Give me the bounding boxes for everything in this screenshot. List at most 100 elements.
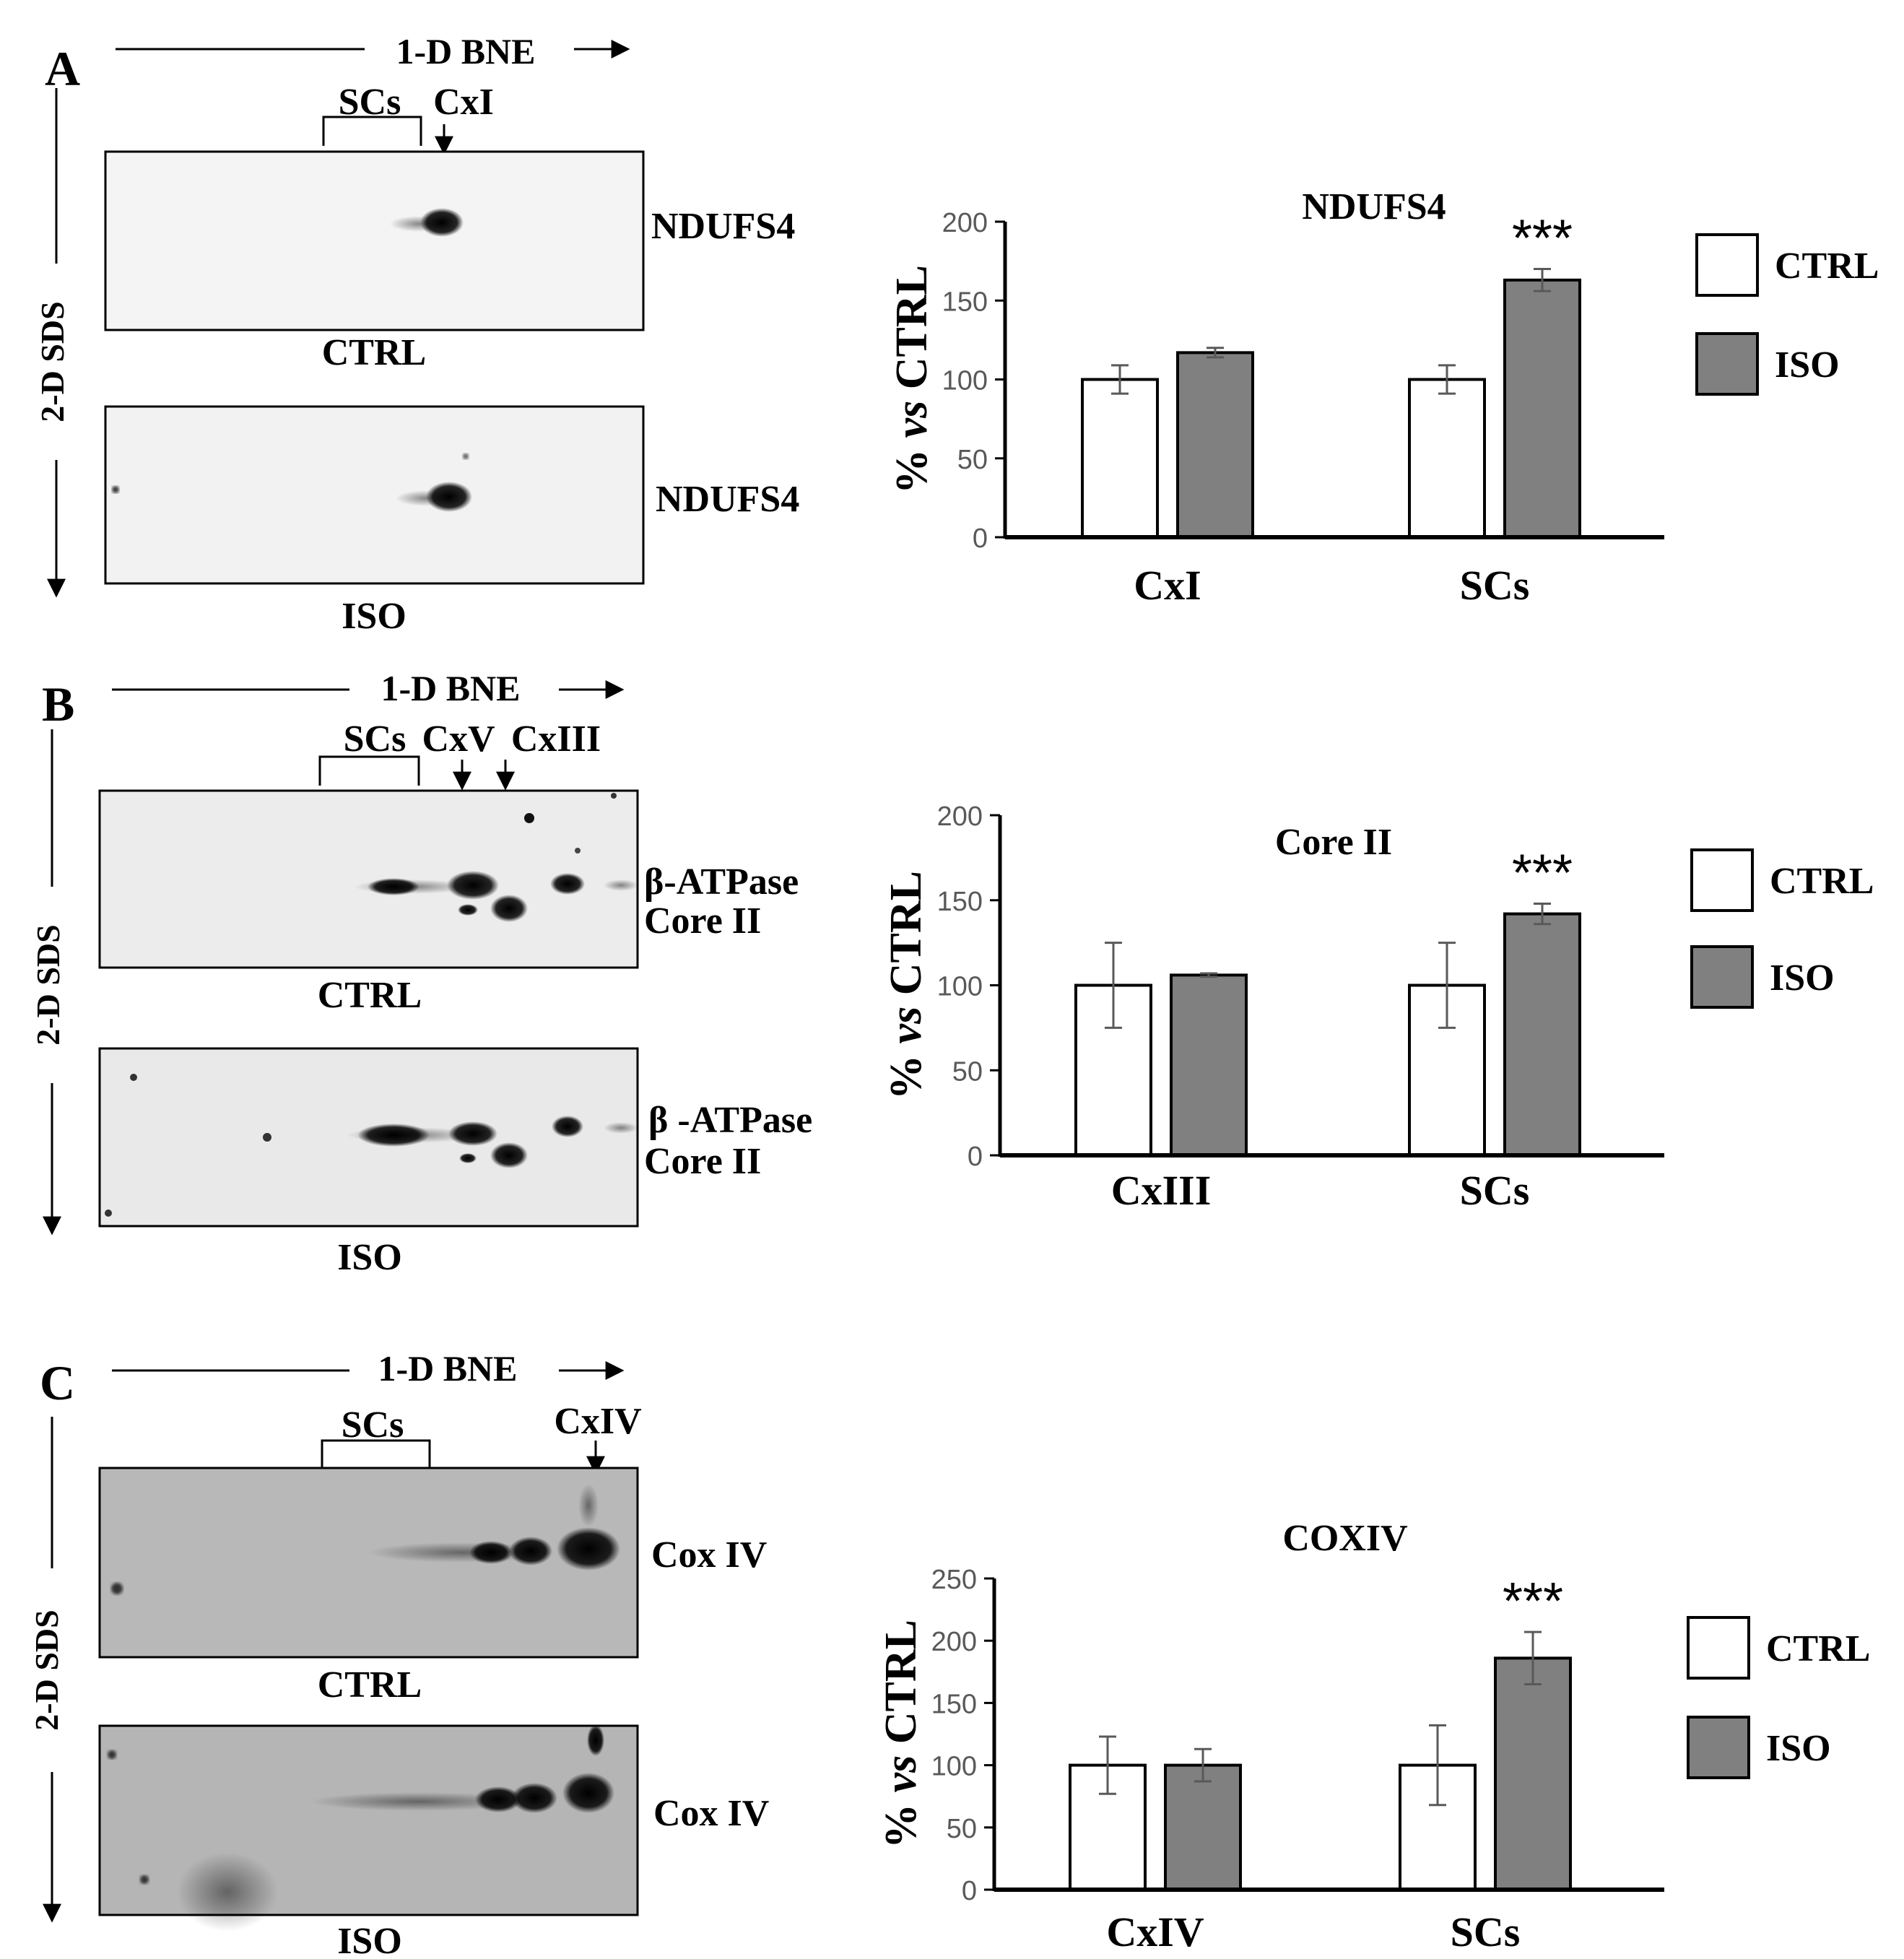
bar: [1503, 912, 1581, 1157]
legend-label: ISO: [1775, 344, 1840, 386]
bne-label-box: [365, 16, 574, 84]
y-tick-label: 200: [942, 208, 988, 238]
y-axis-label: % vs CTRL: [887, 265, 936, 494]
legend-swatch: [1690, 945, 1754, 1009]
y-tick-label: 200: [937, 802, 983, 832]
spots: [111, 1484, 620, 1594]
sds-label: 2-D SDS: [28, 1610, 65, 1730]
bne-label-box: [349, 1330, 559, 1401]
protein-label: Cox IV: [651, 1534, 767, 1576]
blot-ctrl: [104, 150, 645, 331]
bar: [1503, 278, 1581, 539]
spots: [390, 208, 464, 237]
bne-label: 1-D BNE: [381, 668, 520, 708]
scs-bracket: [321, 1439, 431, 1469]
legend-label: CTRL: [1770, 861, 1874, 902]
x-tick-label: CxI: [1134, 562, 1201, 609]
significance-marker: ***: [1512, 844, 1573, 902]
x-tick-label: CxIII: [1111, 1167, 1212, 1214]
chart-title: COXIV: [1282, 1518, 1407, 1559]
y-tick-label: 100: [931, 1752, 977, 1782]
y-tick-label: 150: [937, 887, 983, 917]
bne-label: 1-D BNE: [378, 1348, 517, 1389]
protein-label: NDUFS4: [656, 479, 799, 520]
protein-label-2: Core II: [644, 900, 761, 942]
legend-label: ISO: [1770, 957, 1835, 999]
sds-label: 2-D SDS: [30, 924, 66, 1045]
condition-label: CTRL: [322, 332, 426, 373]
x-tick-label: SCs: [1451, 1908, 1521, 1955]
y-tick-label: 250: [931, 1565, 977, 1595]
legend-label: CTRL: [1775, 246, 1879, 287]
protein-label-2: Core II: [644, 1141, 761, 1182]
panel-letter: A: [45, 41, 80, 96]
chart-title: Core II: [1275, 822, 1392, 863]
significance-marker: ***: [1512, 210, 1573, 268]
legend-label: ISO: [1766, 1728, 1831, 1769]
lane-label-cxi: CxI: [433, 82, 494, 123]
y-tick-label: 50: [952, 1056, 983, 1087]
scs-bracket: [322, 116, 422, 146]
chart-title: NDUFS4: [1302, 186, 1446, 227]
legend-swatch: [1687, 1716, 1750, 1779]
y-tick-label: 0: [968, 1142, 983, 1172]
x-tick-label: SCs: [1460, 562, 1530, 609]
sds-label-box: [12, 1568, 84, 1772]
bar: [1408, 378, 1486, 539]
spots: [108, 1724, 614, 1932]
bne-label: 1-D BNE: [396, 31, 535, 71]
lane-label-cxiv: CxIV: [554, 1401, 641, 1442]
legend-label: CTRL: [1766, 1628, 1870, 1669]
y-tick-label: 100: [937, 972, 983, 1002]
y-tick-label: 100: [942, 366, 988, 396]
y-tick-label: 150: [931, 1689, 977, 1719]
y-tick-label: 0: [973, 524, 988, 554]
panel-letter: C: [40, 1355, 75, 1410]
spots: [112, 453, 472, 512]
condition-label: ISO: [337, 1237, 402, 1278]
sds-label-box: [17, 264, 90, 460]
sds-label: 2-D SDS: [34, 301, 71, 422]
bar: [1494, 1656, 1572, 1891]
spots: [105, 1074, 638, 1217]
x-tick-label: SCs: [1460, 1167, 1530, 1214]
bar: [1176, 351, 1254, 539]
y-tick-label: 50: [947, 1814, 977, 1844]
y-axis-label: % vs CTRL: [882, 871, 931, 1100]
y-tick-label: 200: [931, 1627, 977, 1657]
bar: [1170, 973, 1248, 1157]
significance-marker: ***: [1503, 1573, 1563, 1630]
panel-a-blots: A 1-D BNE 2-D SDS SCs CxI NDUFS4 CTRL ND…: [17, 16, 799, 637]
lane-label-scs: SCs: [342, 1404, 404, 1446]
scs-bracket: [318, 755, 420, 786]
legend-swatch: [1690, 848, 1754, 912]
y-tick-label: 50: [957, 445, 988, 475]
chart: COXIV 0 50 100 150 200 250% vs CTRL CxIV *** SCs C…: [877, 1518, 1870, 1955]
y-tick-label: 150: [942, 287, 988, 317]
bne-label-box: [349, 651, 559, 721]
chart: NDUFS4 0 50 100 150 200% vs CTRL CxI *** SCs CTRL…: [887, 186, 1879, 609]
blot-ctrl: [98, 789, 639, 969]
legend-swatch: [1687, 1616, 1750, 1680]
lane-label-cxv: CxV: [422, 718, 495, 760]
chart: Core II 0 50 100 150 200 % vs CTRL CxIII *** SCs C…: [882, 802, 1874, 1214]
legend-swatch: [1695, 233, 1759, 297]
bar: [1081, 378, 1159, 539]
lane-label-scs: SCs: [344, 718, 407, 760]
panel-b-blots: B 1-D BNE 2-D SDS SCs CxV CxIII β-ATPase…: [14, 651, 812, 1278]
panel-letter: B: [42, 677, 74, 731]
condition-label: CTRL: [318, 975, 422, 1016]
spots: [354, 793, 638, 922]
protein-label: NDUFS4: [651, 206, 795, 247]
y-axis-label: % vs CTRL: [877, 1620, 926, 1849]
condition-label: ISO: [342, 596, 407, 637]
y-tick-label: 0: [962, 1876, 977, 1906]
protein-label: β-ATPase: [644, 861, 799, 903]
condition-label: ISO: [337, 1921, 402, 1959]
bar: [1164, 1763, 1242, 1892]
condition-label: CTRL: [318, 1664, 422, 1706]
protein-label: β -ATPase: [648, 1100, 812, 1141]
blot-iso: [104, 405, 645, 585]
